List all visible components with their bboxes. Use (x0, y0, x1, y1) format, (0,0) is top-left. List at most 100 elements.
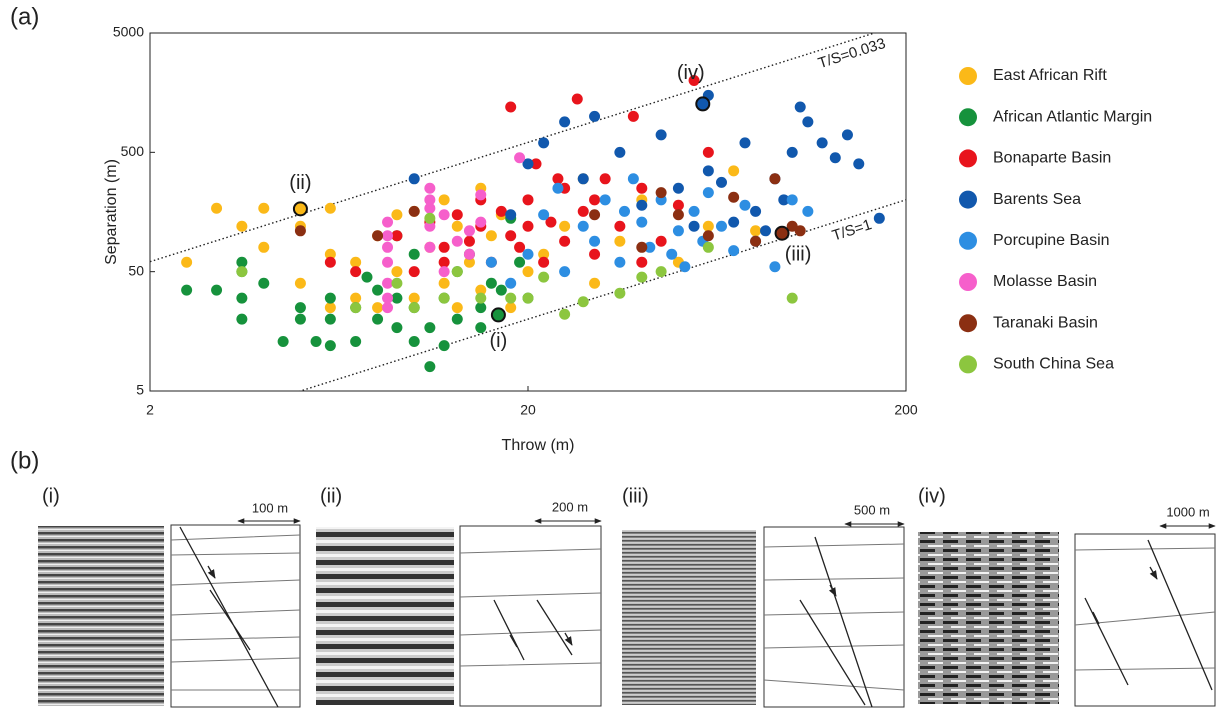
scatter-point (538, 209, 550, 221)
scatter-point (589, 110, 601, 122)
scatter-point (324, 340, 336, 352)
scatter-point (873, 212, 885, 224)
scatter-point (655, 129, 667, 141)
scatter-point (829, 152, 841, 164)
scatter-point (552, 173, 564, 185)
scatter-point (391, 277, 403, 289)
scatter-point (424, 361, 436, 373)
scatter-point (294, 302, 306, 314)
scatter-point (599, 194, 611, 206)
scatter-point (739, 199, 751, 211)
highlight-label: (iii) (785, 243, 812, 265)
scatter-point (438, 292, 450, 304)
scatter-point (522, 292, 534, 304)
scatter-point (294, 313, 306, 325)
scatter-point (211, 202, 223, 214)
scatter-point (382, 230, 394, 242)
scatter-point (760, 225, 772, 237)
scatter-point (495, 205, 507, 217)
scatter-point (627, 173, 639, 185)
interpretation (1074, 533, 1216, 707)
scatter-point (324, 313, 336, 325)
scatter-point (391, 209, 403, 221)
scatter-point (514, 241, 526, 253)
scatter-point (688, 205, 700, 217)
legend-label: African Atlantic Margin (993, 108, 1152, 125)
scatter-point (495, 284, 507, 296)
scatter-point (324, 292, 336, 304)
scatter-point (614, 256, 626, 268)
scatter-point (258, 202, 270, 214)
scatter-point (236, 313, 248, 325)
scatter-point (522, 266, 534, 278)
scatter-point (702, 187, 714, 199)
y-tick-label: 50 (128, 262, 144, 278)
scatter-point (679, 261, 691, 273)
scatter-point (505, 230, 517, 242)
highlight-label: (iv) (677, 62, 705, 84)
scatter-point (672, 209, 684, 221)
scatter-point (505, 292, 517, 304)
scatter-point (614, 146, 626, 158)
scatter-point (802, 205, 814, 217)
scatter-point (505, 101, 517, 113)
scatter-point (372, 230, 384, 242)
scatter-point (702, 241, 714, 253)
scatter-point (361, 271, 373, 283)
scatter-point (277, 335, 289, 347)
scatter-point (853, 158, 865, 170)
scatter-point (577, 173, 589, 185)
scatter-point (794, 225, 806, 237)
highlight-label: (i) (490, 330, 508, 352)
section-label: (iii) (622, 485, 649, 507)
seismic-image (918, 532, 1059, 704)
scatter-point (424, 212, 436, 224)
scatter-point (559, 116, 571, 128)
scatter-point (522, 248, 534, 260)
legend-label: Porcupine Basin (993, 232, 1110, 249)
x-tick-label: 2 (146, 402, 154, 418)
reference-label: T/S=1 (830, 216, 874, 244)
scatter-point (655, 187, 667, 199)
scatter-point (424, 322, 436, 334)
scatter-point (408, 205, 420, 217)
scatter-point (424, 182, 436, 194)
legend-marker (959, 231, 977, 250)
scatter-point (463, 225, 475, 237)
scatter-point (408, 173, 420, 185)
legend-marker (959, 149, 977, 168)
scatter-point (438, 194, 450, 206)
scatter-point (382, 241, 394, 253)
scatter-point (655, 235, 667, 247)
scatter-point (438, 340, 450, 352)
x-axis-label: Throw (m) (502, 437, 575, 454)
highlight-point (695, 96, 711, 112)
scatter-point (485, 277, 497, 289)
scatter-point (636, 241, 648, 253)
panel-b (38, 518, 1216, 708)
scatter-point (530, 158, 542, 170)
scatter-point (382, 277, 394, 289)
scatter-point (702, 146, 714, 158)
plot-area (150, 33, 906, 391)
scatter-point (538, 137, 550, 149)
scatter-point (391, 322, 403, 334)
scatter-point (324, 248, 336, 260)
scatter-point (236, 266, 248, 278)
scatter-point (636, 182, 648, 194)
scatter-point (475, 322, 487, 334)
scatter-point (424, 194, 436, 206)
legend-label: Molasse Basin (993, 273, 1097, 290)
scale-label: 200 m (552, 499, 588, 514)
scatter-point (350, 266, 362, 278)
scatter-point (310, 335, 322, 347)
scatter-point (324, 202, 336, 214)
scatter-point (672, 182, 684, 194)
scatter-point (618, 205, 630, 217)
scatter-point (475, 302, 487, 314)
seismic-image (622, 530, 756, 705)
scatter-point (350, 292, 362, 304)
highlight-point (490, 307, 506, 323)
scatter-point (408, 266, 420, 278)
